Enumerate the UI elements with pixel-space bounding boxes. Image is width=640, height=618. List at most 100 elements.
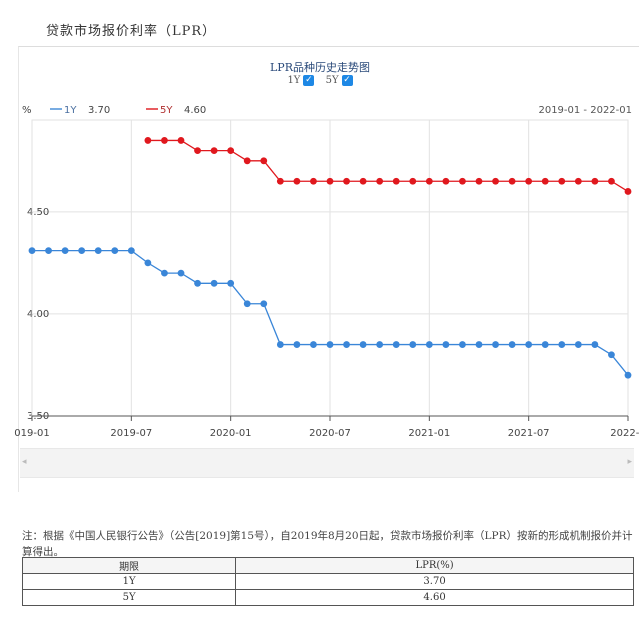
x-tick-label: 2022-0	[610, 428, 640, 439]
data-point-1y	[425, 341, 433, 348]
data-point-5y	[525, 177, 533, 185]
data-point-1y	[45, 247, 52, 255]
chart-scrollbar[interactable]: ◂ ▸	[20, 448, 634, 478]
table-cell-lpr: 4.60	[235, 589, 634, 606]
table-cell-lpr: 3.70	[235, 573, 634, 590]
data-point-5y	[442, 177, 450, 185]
data-point-1y	[293, 341, 301, 348]
series-line-5y	[147, 139, 629, 193]
data-point-1y	[243, 300, 251, 308]
data-point-5y	[177, 137, 185, 144]
legend-1y-name: 1Y	[64, 105, 77, 116]
data-point-5y	[591, 177, 599, 185]
data-point-1y	[28, 247, 36, 255]
y-unit-label: %	[22, 105, 32, 116]
x-tick-label: 2021-01	[408, 428, 450, 439]
data-point-5y	[508, 177, 516, 185]
x-tick-label: 2020-01	[210, 428, 252, 439]
x-tick-label: 2019-07	[110, 428, 152, 439]
data-point-1y	[161, 269, 168, 277]
toggle-1y[interactable]: 1Y ✓	[287, 75, 315, 86]
data-point-1y	[492, 341, 499, 348]
chart-panel	[18, 46, 639, 492]
x-tick-label: 2021-07	[508, 428, 550, 439]
data-point-1y	[459, 341, 466, 348]
table-header-row: 期限 LPR(%)	[21, 557, 634, 574]
chart-title: LPR品种历史走势图	[270, 61, 370, 74]
data-point-5y	[392, 177, 400, 185]
x-tick-label: 2020-07	[309, 428, 351, 439]
data-point-1y	[608, 351, 615, 359]
data-point-1y	[409, 341, 417, 348]
data-point-1y	[343, 341, 350, 348]
data-point-5y	[343, 177, 350, 185]
data-point-1y	[310, 341, 317, 348]
data-point-5y	[243, 157, 251, 165]
data-point-1y	[194, 279, 201, 287]
data-point-5y	[293, 177, 301, 185]
data-point-1y	[260, 300, 268, 308]
legend-5y-value: 4.60	[184, 105, 206, 116]
data-point-5y	[144, 137, 152, 144]
page-title: 贷款市场报价利率（LPR）	[46, 24, 217, 39]
data-point-1y	[525, 341, 533, 348]
series-toggles: 1Y ✓ 5Y ✓	[0, 75, 640, 86]
data-point-5y	[310, 177, 317, 185]
table-row: 1Y 3.70	[21, 573, 634, 590]
data-point-5y	[161, 137, 168, 144]
data-point-1y	[78, 247, 86, 255]
table-cell-term: 5Y	[21, 589, 237, 606]
data-point-1y	[144, 259, 152, 267]
data-point-1y	[541, 341, 549, 348]
data-point-5y	[260, 157, 268, 165]
y-tick-label: 4.00	[27, 309, 49, 320]
table-row: 5Y 4.60	[21, 589, 634, 606]
data-point-5y	[227, 147, 235, 155]
toggle-5y-label: 5Y	[325, 75, 339, 86]
data-point-1y	[61, 247, 69, 255]
toggle-5y[interactable]: 5Y ✓	[326, 75, 353, 86]
data-point-5y	[475, 177, 483, 185]
data-point-5y	[541, 177, 549, 185]
scroll-left-icon[interactable]: ◂	[22, 457, 27, 467]
checkbox-1y-icon[interactable]: ✓	[303, 75, 315, 86]
data-point-1y	[94, 247, 102, 255]
data-point-5y	[425, 177, 433, 185]
data-point-1y	[624, 371, 632, 379]
data-point-1y	[111, 247, 119, 255]
data-point-1y	[359, 341, 367, 348]
data-point-1y	[591, 341, 599, 348]
toggle-1y-label: 1Y	[287, 75, 301, 86]
data-point-1y	[442, 341, 450, 348]
data-point-1y	[127, 247, 135, 255]
table-header-term: 期限	[21, 557, 237, 574]
data-point-5y	[492, 177, 499, 185]
y-tick-label: 4.50	[27, 207, 49, 218]
data-point-1y	[210, 279, 218, 287]
data-point-5y	[210, 147, 218, 155]
data-point-5y	[376, 177, 384, 185]
data-point-5y	[624, 188, 632, 195]
data-point-1y	[177, 269, 185, 277]
data-point-5y	[194, 147, 201, 155]
data-point-1y	[558, 341, 566, 348]
legend-5y-name: 5Y	[160, 105, 173, 116]
data-point-5y	[459, 177, 466, 185]
data-point-1y	[475, 341, 483, 348]
data-point-1y	[392, 341, 400, 348]
date-range: 2019-01 - 2022-01	[538, 105, 632, 116]
data-point-1y	[508, 341, 516, 348]
scroll-right-icon[interactable]: ▸	[627, 457, 632, 467]
data-point-1y	[227, 279, 235, 287]
checkbox-5y-icon[interactable]: ✓	[341, 75, 353, 86]
data-point-5y	[409, 177, 417, 185]
data-point-5y	[608, 177, 615, 185]
data-point-5y	[326, 177, 334, 185]
data-point-1y	[276, 341, 284, 348]
data-point-1y	[326, 341, 334, 348]
data-point-1y	[574, 341, 582, 348]
table-cell-term: 1Y	[21, 573, 237, 590]
table-header-lpr: LPR(%)	[235, 557, 634, 574]
data-point-1y	[376, 341, 384, 348]
